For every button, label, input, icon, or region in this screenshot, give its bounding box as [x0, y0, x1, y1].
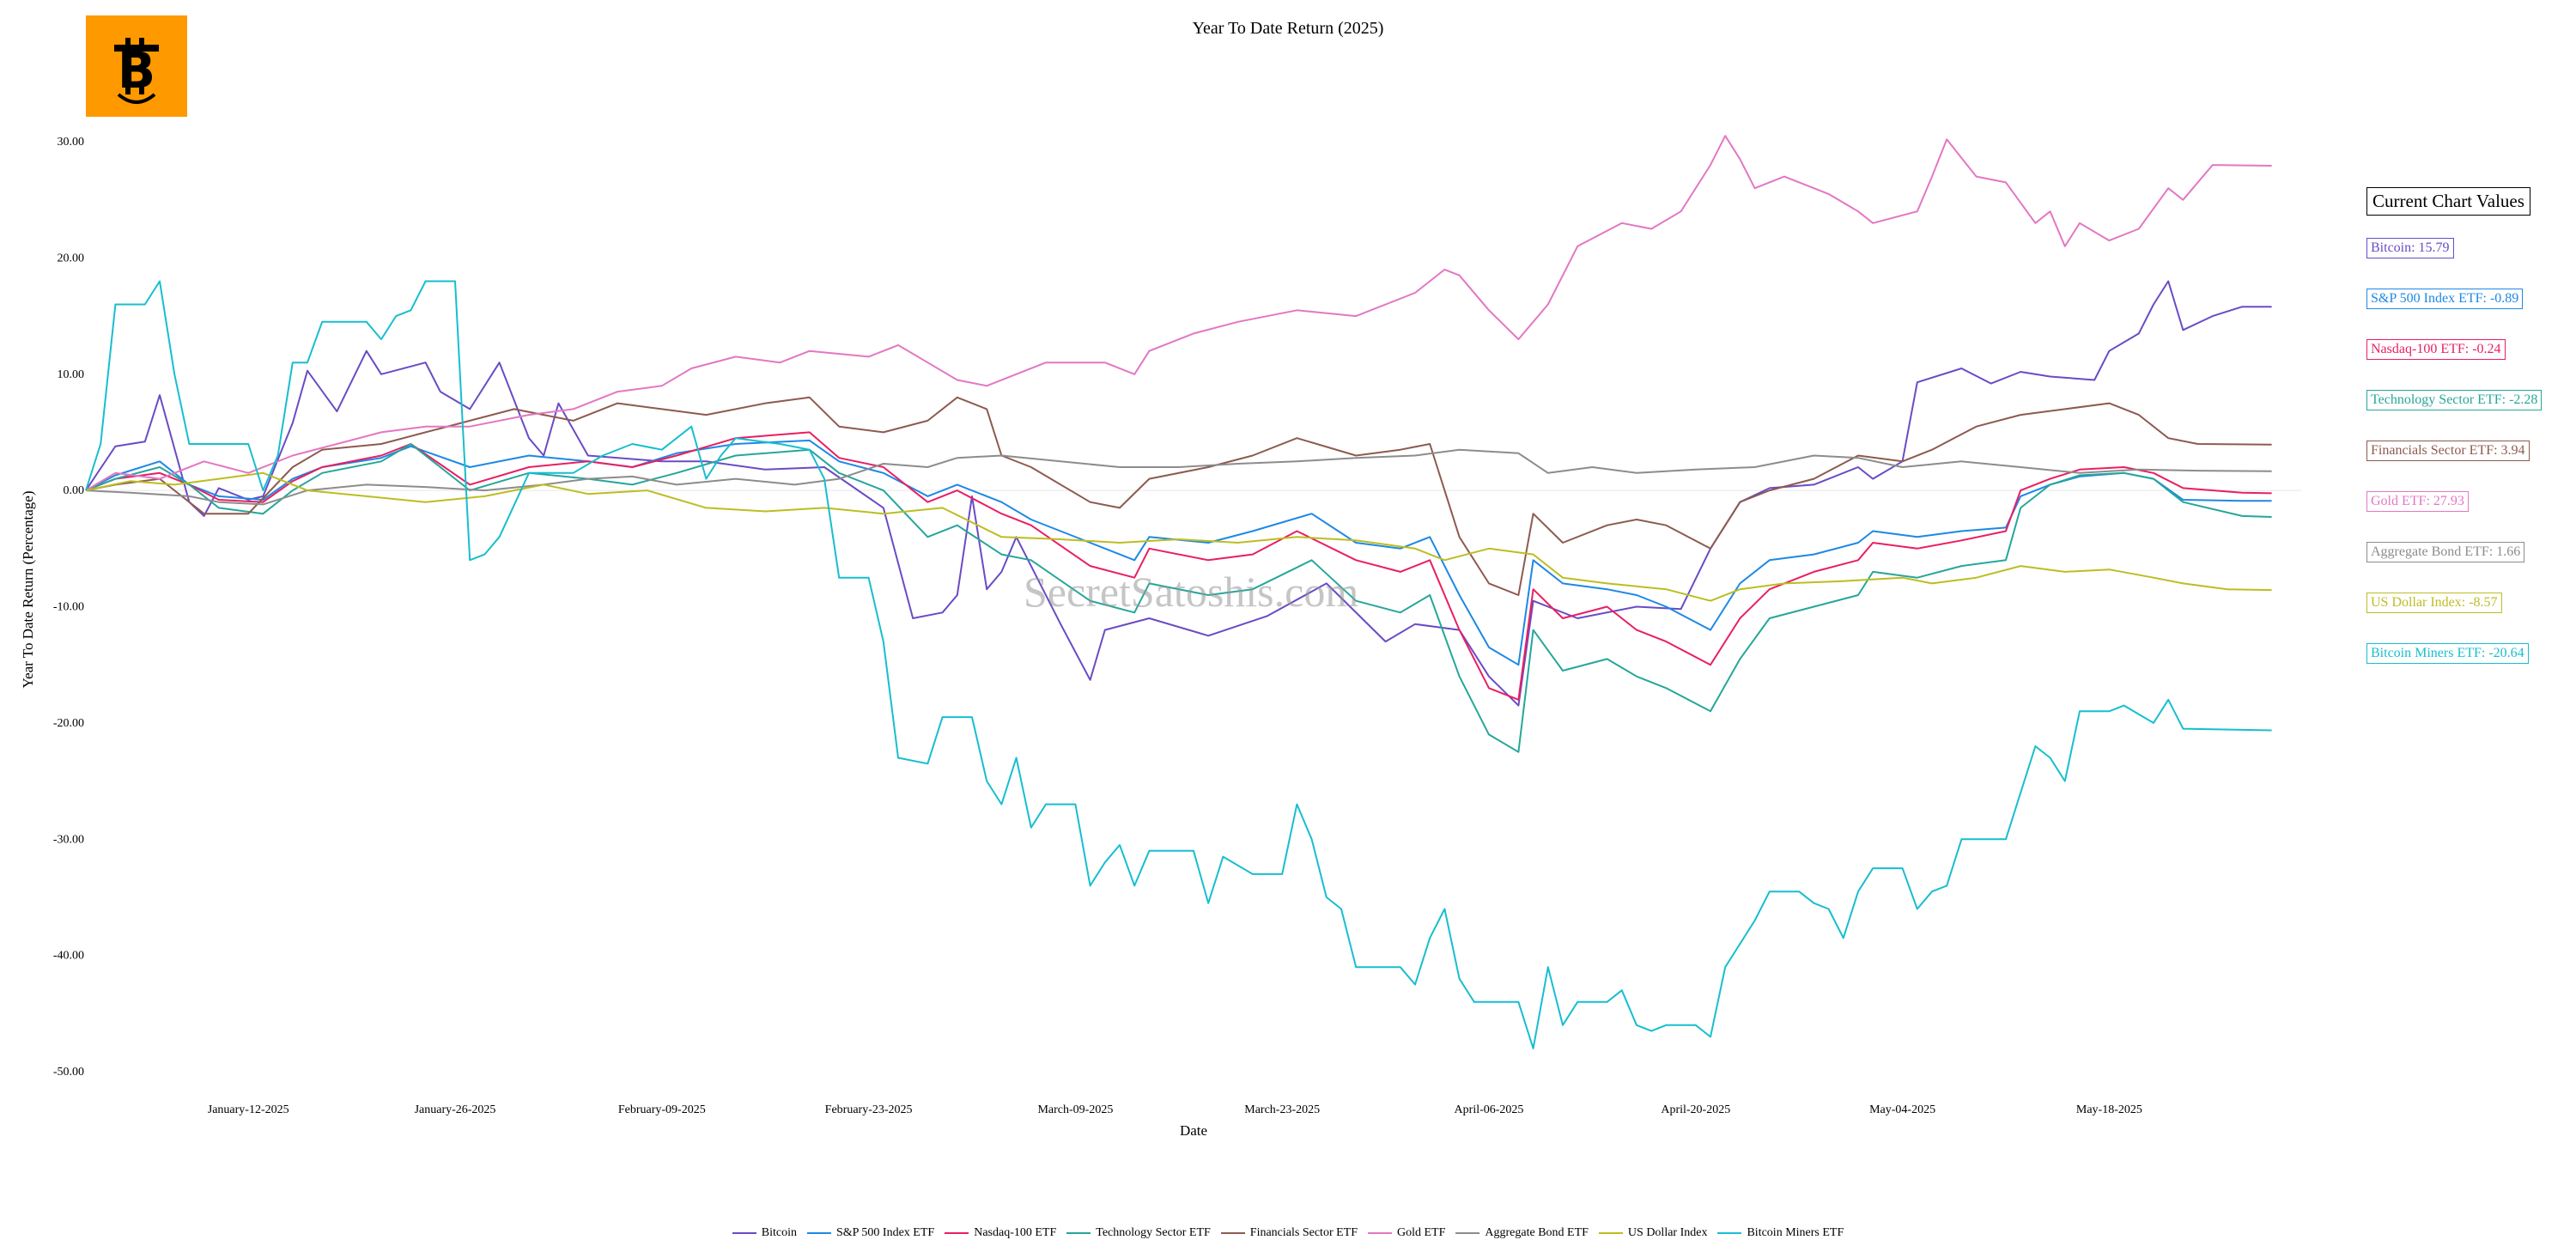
axes: 30.00 20.00 10.00 0.00 -10.00 -20.00 -30.00 -40…	[20, 136, 2301, 1139]
y-tick-label: -40.00	[53, 950, 84, 963]
current-value-item: US Dollar Index: -8.57	[2366, 593, 2502, 613]
chart-legend: Bitcoin S&P 500 Index ETF Nasdaq-100 ETF Te…	[0, 1226, 2576, 1240]
y-tick-label: -10.00	[53, 601, 84, 614]
y-tick-label: -30.00	[53, 833, 84, 846]
legend-label: Bitcoin Miners ETF	[1747, 1226, 1844, 1239]
series-line-technology-sector-etf	[85, 443, 2272, 753]
series-line-us-dollar-index	[85, 471, 2272, 602]
legend-label: Gold ETF	[1397, 1226, 1446, 1239]
current-values-title: Current Chart Values	[2366, 187, 2530, 216]
legend-label: S&P 500 Index ETF	[835, 1226, 935, 1239]
legend-item: S&P 500 Index ETF	[806, 1226, 935, 1240]
series-line-financials-sector-etf	[85, 396, 2272, 596]
legend-swatch	[1368, 1231, 1392, 1234]
legend-swatch	[945, 1231, 969, 1234]
legend-swatch	[1598, 1231, 1623, 1234]
current-value-item: Gold ETF: 27.93	[2366, 491, 2469, 512]
watermark: SecretSatoshis.com	[1024, 568, 1359, 616]
series-line-s-p-500-index-etf	[85, 439, 2272, 666]
y-tick-label: -20.00	[53, 717, 84, 730]
legend-item: Bitcoin Miners ETF	[1717, 1226, 1844, 1240]
x-tick-label: April-06-2025	[1455, 1103, 1524, 1116]
legend-item: Aggregate Bond ETF	[1455, 1226, 1589, 1240]
x-tick-label: January-12-2025	[208, 1103, 289, 1116]
current-values-panel: Current Chart Values Bitcoin: 15.79 S&P 5…	[2366, 187, 2543, 664]
y-tick-label: 20.00	[58, 252, 85, 264]
legend-label: Technology Sector ETF	[1096, 1226, 1211, 1239]
plot-lines	[85, 135, 2272, 1049]
bitcoin-smile-icon: B	[114, 38, 159, 104]
legend-label: Bitcoin	[761, 1226, 797, 1239]
current-value-item: S&P 500 Index ETF: -0.89	[2366, 289, 2524, 309]
y-axis-label: Year To Date Return (Percentage)	[20, 491, 36, 689]
x-tick-label: May-04-2025	[1869, 1103, 1935, 1116]
x-tick-label: May-18-2025	[2076, 1103, 2142, 1116]
current-value-item: Bitcoin Miners ETF: -20.64	[2366, 643, 2529, 664]
current-value-item: Bitcoin: 15.79	[2366, 238, 2454, 258]
legend-item: Gold ETF	[1368, 1226, 1445, 1240]
x-tick-label: March-09-2025	[1037, 1103, 1113, 1116]
current-value-item: Financials Sector ETF: 3.94	[2366, 441, 2530, 461]
bitcoin-logo: B	[86, 15, 187, 117]
x-axis-label: Date	[1180, 1122, 1207, 1139]
y-tick-label: 0.00	[64, 484, 85, 497]
x-tick-label: April-20-2025	[1661, 1103, 1730, 1116]
legend-swatch	[1455, 1231, 1480, 1234]
current-value-item: Aggregate Bond ETF: 1.66	[2366, 542, 2525, 562]
series-line-bitcoin-miners-etf	[85, 280, 2272, 1049]
chart-title: Year To Date Return (2025)	[1192, 19, 1384, 38]
y-tick-label: -50.00	[53, 1066, 84, 1079]
legend-label: Financials Sector ETF	[1249, 1226, 1358, 1239]
series-line-gold-etf	[85, 135, 2272, 491]
legend-label: US Dollar Index	[1627, 1226, 1708, 1239]
legend-label: Nasdaq-100 ETF	[974, 1226, 1057, 1239]
series-line-nasdaq-100-etf	[85, 431, 2272, 701]
y-tick-label: 10.00	[58, 368, 85, 381]
legend-item: Nasdaq-100 ETF	[945, 1226, 1056, 1240]
legend-swatch	[1066, 1231, 1091, 1234]
legend-label: Aggregate Bond ETF	[1485, 1226, 1589, 1239]
current-value-item: Nasdaq-100 ETF: -0.24	[2366, 339, 2506, 360]
x-tick-label: February-09-2025	[618, 1103, 706, 1116]
legend-swatch	[732, 1231, 756, 1234]
svg-text:B: B	[118, 41, 155, 100]
legend-item: Bitcoin	[732, 1226, 797, 1240]
series-line-aggregate-bond-etf	[85, 448, 2272, 506]
y-tick-label: 30.00	[58, 136, 85, 149]
legend-item: US Dollar Index	[1598, 1226, 1708, 1240]
legend-swatch	[1717, 1231, 1742, 1234]
legend-item: Technology Sector ETF	[1066, 1226, 1211, 1240]
x-tick-label: January-26-2025	[415, 1103, 496, 1116]
current-value-item: Technology Sector ETF: -2.28	[2366, 390, 2543, 410]
x-tick-label: March-23-2025	[1244, 1103, 1320, 1116]
series-line-bitcoin	[85, 280, 2272, 707]
x-tick-label: February-23-2025	[825, 1103, 913, 1116]
legend-swatch	[1220, 1231, 1245, 1234]
legend-item: Financials Sector ETF	[1220, 1226, 1358, 1240]
legend-swatch	[806, 1231, 831, 1234]
